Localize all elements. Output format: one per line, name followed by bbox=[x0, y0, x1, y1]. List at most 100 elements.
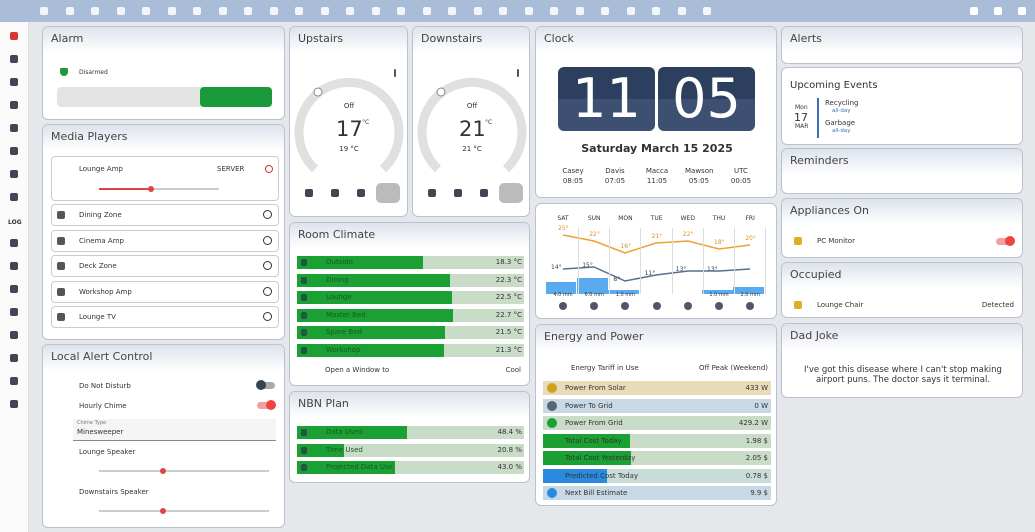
mode-button[interactable] bbox=[357, 189, 365, 197]
nav-icon[interactable] bbox=[448, 7, 456, 15]
mode-button[interactable] bbox=[428, 189, 436, 197]
nav-icon[interactable] bbox=[244, 7, 252, 15]
sidebar-icon[interactable] bbox=[10, 124, 18, 132]
nav-icon[interactable] bbox=[397, 7, 405, 15]
more-icon[interactable] bbox=[394, 69, 396, 77]
mode-button[interactable] bbox=[454, 189, 462, 197]
nav-icon[interactable] bbox=[371, 7, 380, 15]
target-temp: 21 bbox=[459, 117, 486, 141]
sidebar-icon[interactable] bbox=[10, 32, 18, 40]
sidebar-icon[interactable] bbox=[10, 193, 18, 201]
nav-icon[interactable] bbox=[91, 7, 99, 15]
sidebar-icon[interactable] bbox=[10, 377, 18, 385]
mode-button[interactable] bbox=[331, 189, 339, 197]
nav-icon[interactable] bbox=[65, 7, 74, 15]
sidebar-icon[interactable] bbox=[10, 239, 18, 247]
row-value: 0 W bbox=[754, 401, 768, 410]
mode-button[interactable] bbox=[376, 183, 400, 203]
player-row[interactable] bbox=[51, 229, 279, 252]
sidebar-icon[interactable] bbox=[10, 101, 18, 109]
more-icon[interactable] bbox=[517, 69, 519, 77]
slider[interactable] bbox=[99, 510, 269, 512]
chat-icon[interactable] bbox=[994, 7, 1002, 15]
toggle[interactable] bbox=[257, 382, 275, 389]
thermostat-dial[interactable] bbox=[290, 57, 408, 197]
row-value: 1.98 $ bbox=[745, 436, 768, 445]
row-name: Workshop bbox=[326, 346, 361, 354]
power-button[interactable] bbox=[263, 235, 272, 245]
nav-icon[interactable] bbox=[652, 7, 660, 15]
sidebar-icon[interactable] bbox=[10, 262, 18, 270]
nav-icon[interactable] bbox=[575, 7, 584, 15]
sidebar-icon[interactable] bbox=[10, 308, 18, 316]
nav-icon[interactable] bbox=[193, 7, 201, 15]
mode-button[interactable] bbox=[499, 183, 523, 203]
dial-arc bbox=[294, 77, 404, 173]
row-icon bbox=[547, 453, 557, 463]
row-icon bbox=[547, 418, 557, 428]
nav-icon[interactable] bbox=[473, 7, 482, 15]
nav-icon[interactable] bbox=[116, 7, 125, 15]
nav-icon[interactable] bbox=[269, 7, 278, 15]
nav-icon[interactable] bbox=[499, 7, 507, 15]
chime-select[interactable] bbox=[73, 419, 276, 441]
rain-amount: 1.0 mm bbox=[615, 292, 636, 298]
nav-icon[interactable] bbox=[703, 7, 711, 15]
nav-icon[interactable] bbox=[142, 7, 150, 15]
sidebar-icon[interactable] bbox=[10, 55, 18, 63]
rain-amount: 4.0 mm bbox=[553, 292, 573, 298]
nav-icon[interactable] bbox=[524, 7, 533, 15]
alerts-card: Alerts bbox=[781, 26, 1023, 64]
power-button[interactable] bbox=[265, 165, 273, 173]
power-button[interactable] bbox=[263, 312, 272, 321]
sidebar-icon[interactable] bbox=[10, 170, 18, 178]
nav-icon[interactable] bbox=[550, 7, 558, 15]
low-line bbox=[562, 266, 751, 282]
card-title: Downstairs bbox=[413, 27, 529, 53]
zone-name: Mawson bbox=[685, 167, 714, 175]
slider[interactable] bbox=[99, 470, 269, 472]
sidebar-item[interactable]: LOG bbox=[8, 219, 22, 226]
row-value: 433 W bbox=[745, 384, 768, 392]
player-name: Cinema Amp bbox=[79, 236, 124, 245]
power-button[interactable] bbox=[263, 261, 272, 270]
sidebar-icon[interactable] bbox=[10, 78, 18, 86]
sidebar-icon[interactable] bbox=[10, 354, 18, 362]
disarm-button[interactable] bbox=[200, 87, 272, 107]
nav-icon[interactable] bbox=[626, 7, 635, 15]
player-source[interactable]: SERVER bbox=[217, 165, 245, 173]
dial-knob[interactable] bbox=[436, 87, 446, 97]
row-icon bbox=[301, 294, 307, 302]
sidebar-icon[interactable] bbox=[10, 331, 18, 339]
nav-icon[interactable] bbox=[167, 7, 176, 15]
power-button[interactable] bbox=[263, 286, 272, 296]
mode-button[interactable] bbox=[305, 189, 313, 197]
mode-button[interactable] bbox=[480, 189, 488, 197]
sidebar-icon[interactable] bbox=[10, 285, 18, 293]
row-fill bbox=[543, 433, 630, 448]
sidebar-icon[interactable] bbox=[10, 147, 18, 155]
volume-knob[interactable] bbox=[148, 186, 154, 192]
nav-icon[interactable] bbox=[320, 7, 329, 15]
row-bg bbox=[543, 381, 771, 395]
high-temp: 22° bbox=[682, 231, 694, 238]
power-button[interactable] bbox=[263, 210, 272, 219]
nav-icon[interactable] bbox=[346, 7, 354, 15]
nav-icon[interactable] bbox=[601, 7, 609, 15]
thermostat-dial[interactable] bbox=[413, 57, 530, 197]
nav-icon[interactable] bbox=[677, 7, 686, 15]
dial-knob[interactable] bbox=[313, 87, 323, 97]
day-label: THU bbox=[712, 215, 726, 222]
sidebar-icon[interactable] bbox=[10, 400, 18, 408]
nav-icon[interactable] bbox=[295, 7, 303, 15]
player-row[interactable] bbox=[51, 306, 279, 328]
nav-icon[interactable] bbox=[422, 7, 431, 15]
nav-icon[interactable] bbox=[40, 7, 48, 15]
player-row[interactable] bbox=[51, 204, 279, 226]
settings-icon[interactable] bbox=[1018, 7, 1026, 15]
player-row[interactable] bbox=[51, 255, 279, 277]
row-value: 20.8 % bbox=[497, 445, 522, 454]
player-row[interactable] bbox=[51, 280, 279, 303]
nav-icon[interactable] bbox=[218, 7, 227, 15]
search-icon[interactable] bbox=[970, 7, 978, 15]
